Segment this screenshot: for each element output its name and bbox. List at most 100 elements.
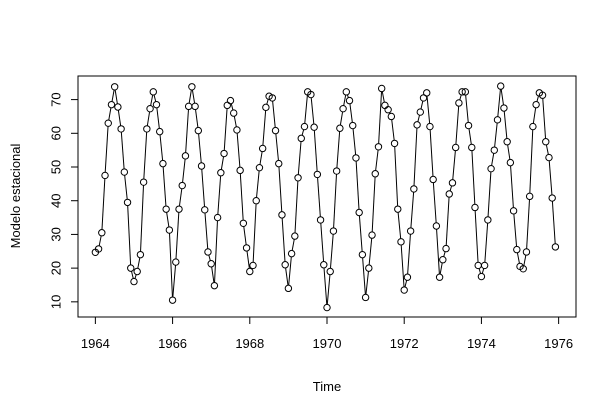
series-line-segment: [131, 271, 134, 279]
data-point: [133, 267, 141, 276]
data-point: [416, 108, 424, 116]
data-point: [201, 206, 209, 214]
series-line-segment: [465, 95, 469, 123]
series-line-segment: [159, 134, 164, 161]
data-point: [294, 174, 302, 182]
series-line-segment: [310, 97, 315, 124]
series-line-segment: [507, 145, 511, 160]
series-line-segment: [114, 90, 118, 104]
series-line-segment: [143, 132, 148, 179]
y-tick-label: 60: [48, 126, 63, 140]
data-point: [252, 197, 260, 205]
series-line-segment: [358, 215, 363, 252]
data-point: [207, 260, 215, 268]
data-point: [458, 88, 466, 96]
series-line-segment: [223, 108, 228, 151]
data-point: [439, 255, 447, 264]
data-point: [114, 103, 122, 111]
series-line-segment: [166, 212, 170, 227]
series-line-segment: [98, 235, 102, 246]
data-point: [139, 178, 148, 186]
data-point: [377, 84, 386, 93]
data-point: [349, 121, 357, 130]
data-point: [397, 238, 405, 246]
data-point: [152, 100, 161, 109]
data-point: [246, 267, 254, 276]
series-line-segment: [474, 210, 479, 263]
series-line-segment: [333, 174, 337, 228]
series-line-segment: [510, 165, 514, 208]
data-point: [210, 281, 219, 290]
data-point: [291, 232, 299, 240]
data-point: [194, 126, 203, 135]
series-line-segment: [352, 128, 357, 155]
series-line-segment: [104, 126, 109, 173]
data-point: [464, 121, 473, 130]
data-point: [104, 119, 112, 127]
data-point: [168, 296, 177, 304]
series-line-segment: [175, 212, 180, 259]
plot-frame: [77, 75, 577, 318]
data-point: [181, 152, 190, 160]
series-line-segment: [426, 96, 431, 124]
series-line-segment: [494, 123, 498, 147]
data-point: [230, 109, 238, 117]
data-point: [342, 88, 351, 96]
data-point: [213, 213, 222, 222]
data-point: [513, 245, 521, 254]
data-point: [406, 227, 415, 235]
series-line-segment: [417, 115, 420, 122]
data-point: [284, 284, 293, 293]
series-line-segment: [217, 176, 222, 215]
series-line-segment: [208, 255, 211, 261]
data-point: [345, 96, 354, 105]
data-point: [226, 96, 235, 105]
data-point: [223, 101, 231, 110]
data-point: [172, 258, 180, 266]
data-point: [358, 250, 367, 259]
series-line-segment: [281, 218, 286, 262]
series-line-segment: [491, 153, 495, 166]
series-line-segment: [536, 96, 539, 102]
series-line-segment: [368, 238, 373, 265]
data-point: [497, 82, 505, 90]
series-line-segment: [468, 128, 472, 145]
series-line-segment: [545, 144, 549, 155]
series-line-segment: [503, 111, 508, 139]
x-tick-label: 1972: [390, 336, 419, 351]
series-line-segment: [266, 99, 269, 105]
data-point: [426, 122, 434, 131]
x-tick-label: 1966: [158, 336, 187, 351]
data-point: [236, 166, 244, 175]
data-point: [435, 273, 444, 281]
data-point: [390, 139, 399, 148]
data-point: [120, 168, 129, 176]
series-line-segment: [233, 116, 237, 127]
series-line-segment: [500, 89, 504, 105]
data-point: [323, 303, 331, 312]
data-point: [233, 126, 241, 134]
series-line-segment: [124, 175, 128, 200]
series-line-segment: [429, 129, 434, 177]
data-point: [184, 102, 193, 111]
y-tick-label: 10: [48, 295, 63, 309]
series-line-segment: [484, 223, 489, 263]
series-line-segment: [294, 181, 299, 233]
data-point: [320, 261, 328, 269]
series-line-segment: [481, 268, 485, 274]
data-point: [297, 134, 305, 143]
series-line-segment: [413, 128, 418, 186]
data-point: [94, 245, 103, 253]
series-line-segment: [117, 110, 122, 126]
series-line-segment: [497, 89, 501, 117]
data-point: [239, 219, 248, 227]
series-line-segment: [246, 251, 250, 269]
data-point: [123, 198, 132, 207]
data-point: [271, 126, 280, 135]
series-line-segment: [355, 161, 360, 210]
data-point: [329, 227, 338, 235]
data-point: [413, 121, 421, 129]
data-point: [474, 261, 482, 270]
data-point: [332, 167, 341, 175]
data-point: [130, 277, 138, 286]
